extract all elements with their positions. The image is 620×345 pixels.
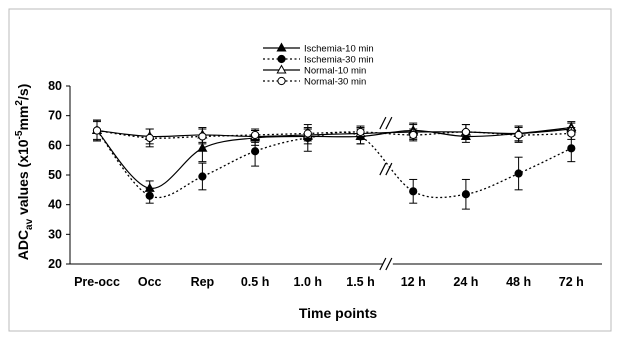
x-tick-label: 72 h [559,275,584,289]
chart-frame [8,8,612,332]
legend-label: Normal-10 min [304,66,366,77]
x-tick-label: 48 h [506,275,531,289]
data-point [92,126,102,135]
data-point [251,130,260,140]
data-point [461,127,470,137]
axis-break-mark [379,162,387,176]
data-point [514,169,523,178]
y-axis-title-end: /s) [15,84,31,100]
y-axis-title-mid: mm [15,106,31,131]
data-point [303,129,312,138]
data-point [567,129,576,138]
x-tick-label: 24 h [453,275,478,289]
axis-break-mark [379,116,387,130]
axis-break-mark [379,257,387,271]
y-axis-title-rest: values (x10 [15,139,31,219]
axis-break-mark [385,116,393,130]
x-tick-label: 1.5 h [346,275,375,289]
data-point [567,144,576,153]
legend-marker [277,54,286,64]
series-line-3 [96,129,572,139]
data-point [461,190,470,199]
x-tick-label: Pre-occ [74,275,120,289]
legend-label: Ischemia-30 min [304,55,374,66]
legend-label: Normal-30 min [304,77,366,88]
y-tick-label: 20 [48,257,62,271]
data-point [145,191,154,200]
data-point [198,132,207,141]
legend-label: Ischemia-10 min [304,44,374,55]
x-axis-title: Time points [299,305,378,321]
y-axis-title: ADCav values (x10-5mm2/s) [14,84,35,261]
x-tick-label: 12 h [401,275,426,289]
data-point [409,130,418,140]
series-line-1 [96,130,572,199]
x-tick-label: 1.0 h [294,275,323,289]
data-point [356,127,365,137]
y-tick-label: 70 [48,109,62,123]
data-point [145,133,154,143]
axis-break-mark [385,162,393,176]
series-line-0 [96,126,572,189]
data-point [251,147,260,156]
y-tick-label: 50 [48,168,62,182]
x-tick-label: Rep [191,275,215,289]
data-point [197,142,208,152]
y-axis-title-main: ADC [15,230,31,260]
legend-marker [276,42,287,52]
axis-break-mark [385,257,393,271]
y-axis-title-sup2: 2 [14,100,25,106]
y-axis-title-sup1: -5 [14,130,25,139]
y-tick-label: 30 [48,227,62,241]
legend-marker [277,76,286,86]
data-point [198,172,207,181]
y-tick-label: 80 [48,79,62,93]
data-point [514,130,523,140]
data-point [409,187,418,196]
x-tick-label: 0.5 h [241,275,270,289]
y-tick-label: 40 [48,198,62,212]
y-tick-label: 60 [48,138,62,152]
y-axis-title-sub: av [24,218,35,230]
legend-marker [276,64,287,74]
x-tick-label: Occ [138,275,162,289]
